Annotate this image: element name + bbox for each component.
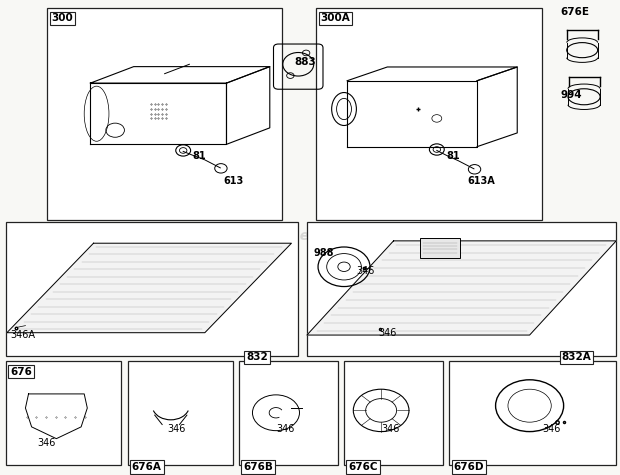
Bar [128,361,232,465]
Bar [239,361,338,465]
Text: 613: 613 [223,176,244,186]
Text: 988: 988 [313,247,334,257]
Text: 676: 676 [10,367,32,377]
Text: 832A: 832A [562,352,591,362]
Text: 346: 346 [378,328,396,338]
Text: 883: 883 [294,57,316,67]
Text: 676C: 676C [348,462,378,472]
Bar [449,361,616,465]
FancyBboxPatch shape [420,238,459,258]
Text: 994: 994 [560,90,582,100]
Bar [307,222,616,356]
Polygon shape [307,241,616,335]
Text: 346: 346 [356,266,374,276]
Text: 346: 346 [381,424,399,434]
Text: 676A: 676A [132,462,162,472]
Text: 300A: 300A [321,13,350,23]
Bar [47,8,282,219]
Text: 676D: 676D [453,462,484,472]
Bar [344,361,443,465]
Polygon shape [7,243,291,332]
Bar [6,222,298,356]
Bar [6,361,122,465]
Text: 676B: 676B [243,462,273,472]
Text: 346: 346 [38,438,56,448]
Text: eReplacementParts.com: eReplacementParts.com [216,229,404,243]
Text: 676E: 676E [560,8,590,18]
Text: 346: 346 [276,424,294,434]
Bar [316,8,542,219]
Text: 81: 81 [192,151,206,161]
Text: 81: 81 [446,151,459,161]
Text: 300: 300 [51,13,73,23]
Text: 832: 832 [246,352,268,362]
Text: 346A: 346A [10,330,35,340]
Text: 613A: 613A [467,176,495,186]
Text: 346: 346 [168,424,186,434]
Text: 346: 346 [542,424,560,434]
